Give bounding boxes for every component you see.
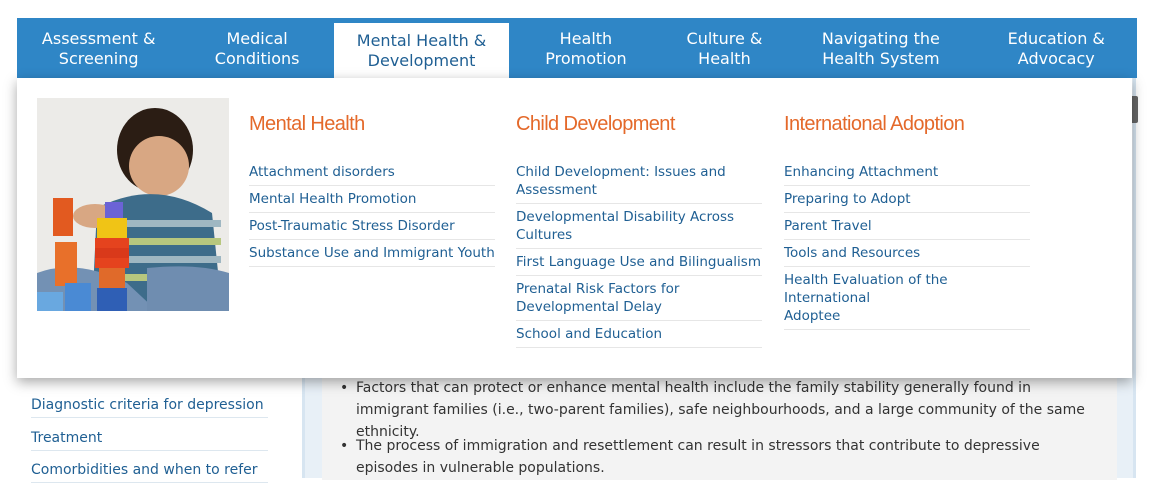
sidebar-link-treatment[interactable]: Treatment — [31, 430, 268, 451]
link-list: Attachment disorders Mental Health Promo… — [249, 159, 499, 267]
link-list: Enhancing Attachment Preparing to Adopt … — [784, 159, 1034, 330]
menu-link-prenatal-risk-factors[interactable]: Prenatal Risk Factors for Developmental … — [516, 276, 762, 321]
sidebar-link-comorbidities[interactable]: Comorbidities and when to refer — [31, 462, 268, 483]
menu-column-child-development: Child Development Child Development: Iss… — [516, 113, 766, 348]
nav-tab-label: Navigating the Health System — [821, 28, 940, 68]
menu-link-first-language[interactable]: First Language Use and Bilingualism — [516, 249, 762, 276]
menu-link-parent-travel[interactable]: Parent Travel — [784, 213, 1030, 240]
child-playing-blocks-photo — [37, 98, 229, 311]
mega-menu-dropdown: Mental Health Attachment disorders Menta… — [17, 78, 1132, 378]
nav-tab-label: Education & Advocacy — [1007, 28, 1105, 68]
nav-tab-education-advocacy[interactable]: Education & Advocacy — [976, 18, 1137, 78]
nav-tab-culture-health[interactable]: Culture & Health — [663, 18, 787, 78]
main-navigation: Assessment & Screening Medical Condition… — [17, 18, 1137, 78]
link-list: Child Development: Issues and Assessment… — [516, 159, 766, 348]
menu-link-tools-resources[interactable]: Tools and Resources — [784, 240, 1030, 267]
column-heading: Mental Health — [249, 113, 365, 135]
menu-column-mental-health: Mental Health Attachment disorders Menta… — [249, 113, 499, 267]
content-bullet: Factors that can protect or enhance ment… — [340, 377, 1096, 443]
menu-link-enhancing-attachment[interactable]: Enhancing Attachment — [784, 159, 1030, 186]
nav-tab-health-promotion[interactable]: Health Promotion — [524, 18, 648, 78]
nav-tab-navigating-health-system[interactable]: Navigating the Health System — [801, 18, 960, 78]
menu-link-developmental-disability[interactable]: Developmental Disability Across Cultures — [516, 204, 762, 249]
menu-link-school-education[interactable]: School and Education — [516, 321, 762, 348]
nav-tab-label: Medical Conditions — [214, 28, 300, 68]
menu-link-preparing-to-adopt[interactable]: Preparing to Adopt — [784, 186, 1030, 213]
nav-tab-label: Health Promotion — [545, 28, 627, 68]
nav-tab-label: Culture & Health — [686, 28, 763, 68]
nav-tab-assessment-screening[interactable]: Assessment & Screening — [17, 18, 180, 78]
menu-link-attachment-disorders[interactable]: Attachment disorders — [249, 159, 495, 186]
nav-tab-label: Assessment & Screening — [41, 28, 156, 68]
content-bullet: The process of immigration and resettlem… — [340, 435, 1096, 479]
nav-tab-mental-health-development[interactable]: Mental Health & Development — [333, 23, 510, 78]
sidebar-link-diagnostic-criteria[interactable]: Diagnostic criteria for depression — [31, 397, 268, 418]
menu-link-ptsd[interactable]: Post-Traumatic Stress Disorder — [249, 213, 495, 240]
menu-link-child-development-issues[interactable]: Child Development: Issues and Assessment — [516, 159, 762, 204]
menu-link-health-evaluation-adoptee[interactable]: Health Evaluation of the International A… — [784, 267, 1030, 330]
nav-tab-label: Mental Health & Development — [356, 30, 487, 70]
menu-column-international-adoption: International Adoption Enhancing Attachm… — [784, 113, 1034, 330]
nav-tab-medical-conditions[interactable]: Medical Conditions — [195, 18, 319, 78]
menu-link-mental-health-promotion[interactable]: Mental Health Promotion — [249, 186, 495, 213]
column-heading: Child Development — [516, 113, 675, 135]
column-heading: International Adoption — [784, 113, 965, 135]
menu-link-substance-use[interactable]: Substance Use and Immigrant Youth — [249, 240, 495, 267]
scrollbar-thumb[interactable] — [1129, 96, 1138, 123]
